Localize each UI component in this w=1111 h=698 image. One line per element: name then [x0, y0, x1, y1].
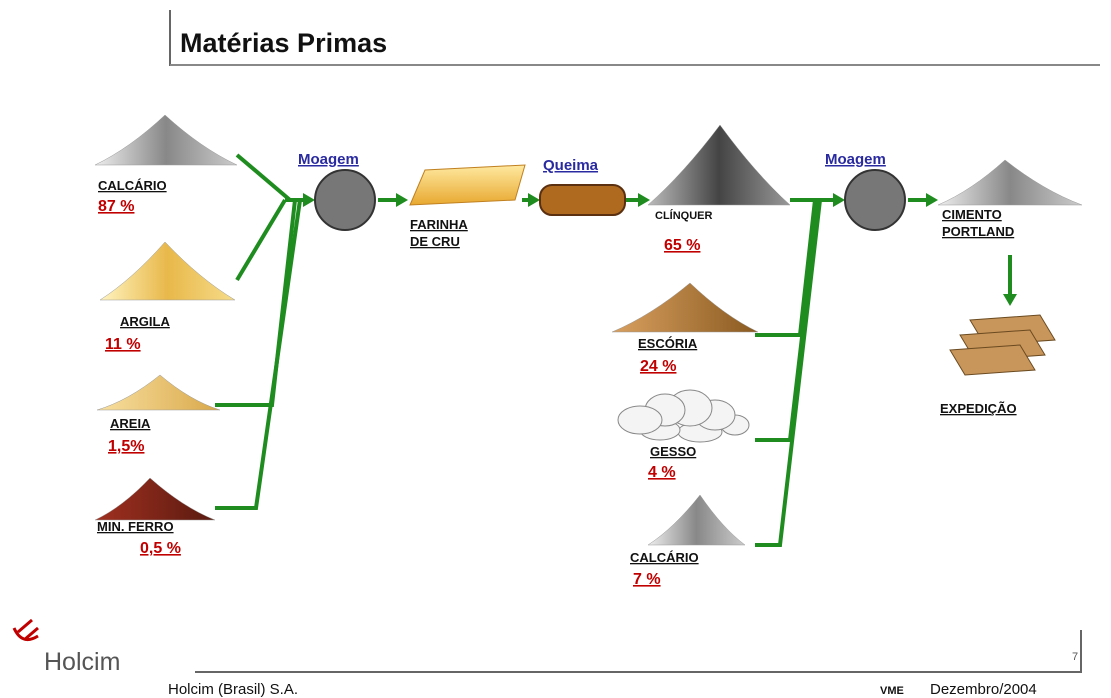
- bag: [950, 345, 1035, 375]
- addition-share: 4 %: [648, 464, 676, 481]
- material-pile: [100, 242, 235, 300]
- mill: [315, 170, 375, 230]
- date: Dezembro/2004: [930, 681, 1037, 698]
- mill: [845, 170, 905, 230]
- material-pile: [648, 495, 745, 545]
- company: Holcim (Brasil) S.A.: [168, 681, 298, 698]
- flow-line: [215, 200, 295, 405]
- product-label: EXPEDIÇÃO: [940, 401, 1017, 416]
- addition-label: CALCÁRIO: [630, 550, 699, 565]
- kiln: [540, 185, 625, 215]
- material-pile: [938, 160, 1082, 205]
- flow-line: [237, 200, 285, 280]
- addition-share: 7 %: [633, 571, 661, 588]
- material-pile: [648, 125, 790, 205]
- product-share: 65 %: [664, 237, 700, 254]
- product-label: CIMENTO: [942, 207, 1002, 222]
- department: VME: [880, 685, 904, 697]
- product-label: CLÍNQUER: [655, 209, 713, 222]
- material-label: ARGILA: [120, 314, 170, 329]
- gypsum-rock: [618, 406, 662, 434]
- flow-line: [755, 200, 818, 440]
- step-label: Moagem: [825, 151, 886, 168]
- addition-share: 24 %: [640, 358, 676, 375]
- material-label: MIN. FERRO: [97, 519, 174, 534]
- material-label: CALCÁRIO: [98, 178, 167, 193]
- material-pile: [612, 283, 758, 332]
- logo-mark: [14, 620, 38, 640]
- page-number: 7: [1072, 651, 1078, 663]
- material-share: 0,5 %: [140, 540, 181, 557]
- material-pile: [95, 115, 237, 165]
- product-label: PORTLAND: [942, 224, 1014, 239]
- material-share: 87 %: [98, 198, 134, 215]
- material-pile: [97, 375, 220, 410]
- material-share: 1,5%: [108, 438, 144, 455]
- material-share: 11 %: [105, 336, 141, 353]
- title: Matérias Primas: [180, 28, 387, 58]
- addition-label: ESCÓRIA: [638, 336, 698, 351]
- logo: Holcim: [44, 648, 120, 676]
- addition-label: GESSO: [650, 444, 696, 459]
- product-label: DE CRU: [410, 234, 460, 249]
- material-label: AREIA: [110, 416, 151, 431]
- material-pile: [95, 478, 215, 520]
- raw-meal-block: [410, 165, 525, 205]
- step-label: Moagem: [298, 151, 359, 168]
- slide: Matérias Primas Moagem Queima Moagem CAL…: [0, 0, 1111, 698]
- step-label: Queima: [543, 157, 599, 174]
- product-label: FARINHA: [410, 217, 468, 232]
- flow-line: [237, 155, 290, 200]
